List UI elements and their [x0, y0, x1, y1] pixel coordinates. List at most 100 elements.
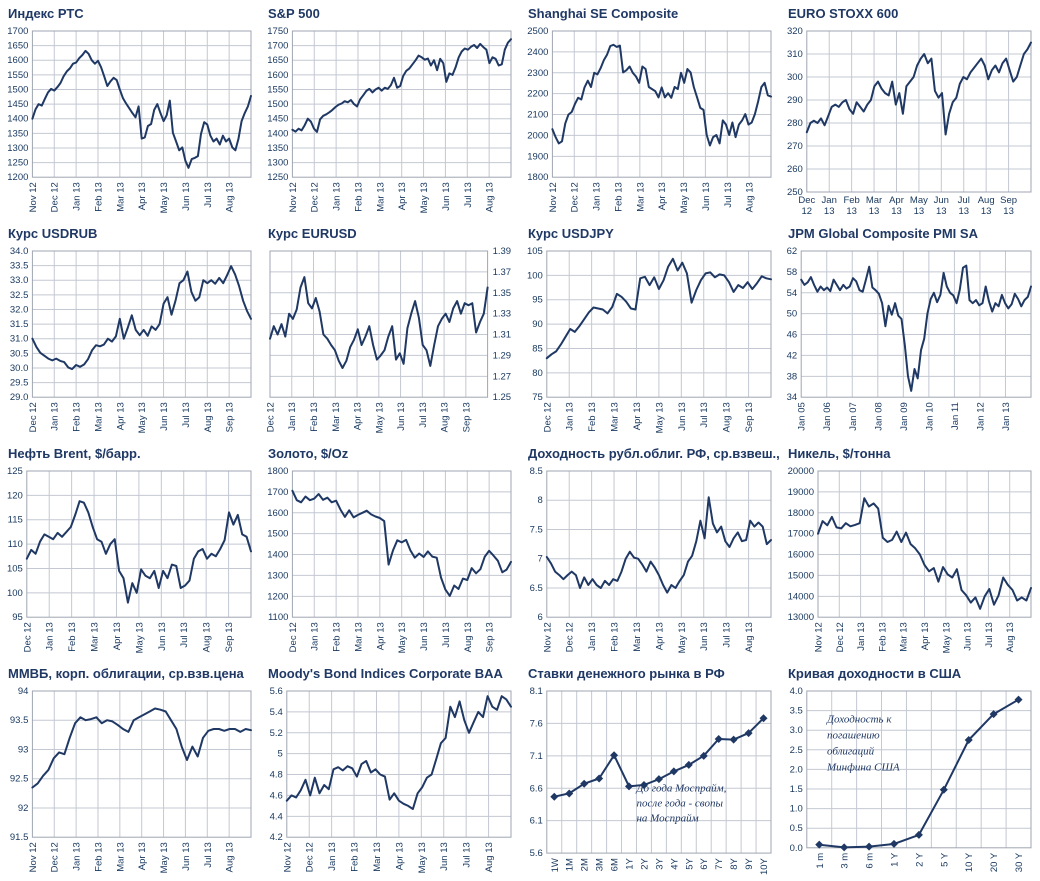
svg-text:6.1: 6.1 — [530, 816, 543, 827]
svg-text:100: 100 — [7, 588, 23, 599]
svg-text:после года - свопы: после года - свопы — [636, 798, 723, 810]
svg-text:2 Y: 2 Y — [914, 852, 925, 867]
svg-text:12: 12 — [802, 206, 813, 217]
svg-text:1650: 1650 — [7, 41, 28, 52]
svg-text:Jan 13: Jan 13 — [587, 622, 598, 651]
svg-text:1.27: 1.27 — [493, 371, 512, 382]
svg-text:19000: 19000 — [788, 487, 814, 498]
svg-text:Jul 13: Jul 13 — [179, 622, 190, 647]
svg-text:Jan 13: Jan 13 — [1001, 402, 1012, 431]
svg-text:1800: 1800 — [267, 466, 288, 477]
svg-text:1700: 1700 — [267, 41, 288, 52]
svg-text:Dec 12: Dec 12 — [22, 622, 33, 652]
svg-text:Apr 13: Apr 13 — [353, 402, 364, 430]
svg-text:Apr 13: Apr 13 — [397, 182, 408, 210]
svg-text:1.39: 1.39 — [493, 246, 512, 257]
svg-text:1750: 1750 — [267, 26, 288, 37]
svg-text:8.5: 8.5 — [530, 466, 543, 477]
svg-text:1400: 1400 — [7, 114, 28, 125]
svg-text:0.0: 0.0 — [790, 843, 803, 854]
svg-text:Mar 13: Mar 13 — [899, 622, 910, 652]
chart-canvas-us-yield-curve: 4.0 3.5 3.0 2.5 2.0 1.5 1.0 0.5 0.0 1 m 3 m 6 m 1 Y 2… — [790, 686, 1032, 872]
svg-text:3.0: 3.0 — [790, 725, 803, 736]
svg-text:280: 280 — [787, 118, 803, 129]
svg-text:Jan 13: Jan 13 — [45, 622, 56, 651]
svg-text:Feb 13: Feb 13 — [350, 842, 361, 872]
svg-text:Jan 13: Jan 13 — [50, 402, 61, 431]
svg-text:13: 13 — [958, 206, 969, 217]
svg-text:1.37: 1.37 — [493, 267, 512, 278]
svg-text:Feb 13: Feb 13 — [72, 402, 83, 432]
svg-text:Jan 13: Jan 13 — [72, 842, 83, 871]
svg-text:2400: 2400 — [527, 47, 548, 58]
svg-text:9Y: 9Y — [744, 857, 755, 869]
svg-text:300: 300 — [787, 72, 803, 83]
svg-text:32.0: 32.0 — [10, 304, 29, 315]
svg-text:Dec: Dec — [798, 195, 815, 206]
svg-text:17000: 17000 — [788, 529, 814, 540]
chart-micex-corp-bonds: ММВБ, корп. облигации, ср.взв.цена 94 93.… — [0, 660, 260, 880]
svg-text:1800: 1800 — [527, 172, 548, 183]
svg-text:4Y: 4Y — [669, 857, 680, 869]
svg-text:Apr 13: Apr 13 — [632, 402, 643, 430]
svg-text:Jul 13: Jul 13 — [699, 402, 710, 427]
svg-text:Jul: Jul — [958, 195, 970, 206]
svg-text:4.4: 4.4 — [270, 811, 283, 822]
svg-text:Aug 13: Aug 13 — [440, 402, 451, 432]
svg-text:2200: 2200 — [527, 89, 548, 100]
svg-text:Feb: Feb — [843, 195, 859, 206]
svg-text:Jun 13: Jun 13 — [159, 402, 170, 431]
chart-canvas-nickel: 20000 19000 18000 17000 16000 15000 14000 13000… — [788, 466, 1032, 653]
svg-text:1.35: 1.35 — [493, 288, 512, 299]
chart-title-euro-stoxx-600: EURO STOXX 600 — [788, 6, 899, 21]
svg-text:Jan 13: Jan 13 — [592, 182, 603, 211]
svg-text:7: 7 — [538, 554, 543, 565]
svg-text:6.6: 6.6 — [530, 783, 543, 794]
svg-text:120: 120 — [7, 490, 23, 501]
svg-text:Aug: Aug — [978, 195, 995, 206]
svg-text:Feb 13: Feb 13 — [587, 402, 598, 432]
svg-text:7.6: 7.6 — [530, 718, 543, 729]
svg-text:2300: 2300 — [527, 68, 548, 79]
chart-moodys-baa: Moody's Bond Indices Corporate BAA 5.6 5.… — [260, 660, 520, 880]
svg-text:Sep 13: Sep 13 — [744, 402, 755, 432]
svg-text:May 13: May 13 — [374, 402, 385, 433]
svg-text:16000: 16000 — [788, 550, 814, 561]
svg-text:Aug 13: Aug 13 — [745, 182, 756, 212]
svg-text:May 13: May 13 — [679, 182, 690, 213]
svg-text:Jan 10: Jan 10 — [924, 402, 935, 431]
svg-text:1500: 1500 — [267, 529, 288, 540]
svg-text:Jan 12: Jan 12 — [975, 402, 986, 431]
svg-text:7.1: 7.1 — [530, 751, 543, 762]
svg-text:May 13: May 13 — [159, 842, 170, 873]
svg-text:Sep 13: Sep 13 — [485, 622, 496, 652]
svg-text:1M: 1M — [565, 858, 576, 871]
svg-text:Jan 13: Jan 13 — [310, 622, 321, 651]
svg-text:38: 38 — [787, 371, 798, 382]
svg-text:54: 54 — [787, 288, 798, 299]
svg-text:94: 94 — [18, 686, 29, 697]
svg-text:46: 46 — [787, 330, 798, 341]
svg-text:Jul 13: Jul 13 — [203, 842, 214, 867]
chart-brent-oil: Нефть Brent, $/барр. 125 120 115 110 105 100 9… — [0, 440, 260, 660]
svg-text:1400: 1400 — [267, 128, 288, 139]
chart-title-gold: Золото, $/Oz — [268, 446, 349, 461]
svg-text:4.2: 4.2 — [270, 832, 283, 843]
svg-text:на Моспрайм: на Моспрайм — [636, 813, 698, 825]
svg-text:May 13: May 13 — [419, 182, 430, 213]
svg-text:1350: 1350 — [7, 128, 28, 139]
chart-title-rf-bond-yield: Доходность рубл.облиг. РФ, ср.взвеш., % — [528, 446, 780, 461]
chart-title-usdrub: Курс USDRUB — [8, 226, 98, 241]
chart-usdjpy: Курс USDJPY 105 100 95 90 85 80 75 Dec 12 Jan 13… — [520, 220, 780, 440]
svg-text:Aug 13: Aug 13 — [1005, 622, 1016, 652]
svg-text:125: 125 — [7, 466, 23, 477]
svg-text:Jan 07: Jan 07 — [848, 402, 859, 431]
svg-text:Jun 13: Jun 13 — [699, 622, 710, 651]
svg-text:Mar 13: Mar 13 — [610, 402, 621, 432]
svg-text:May 13: May 13 — [417, 842, 428, 873]
svg-text:5.6: 5.6 — [530, 848, 543, 859]
